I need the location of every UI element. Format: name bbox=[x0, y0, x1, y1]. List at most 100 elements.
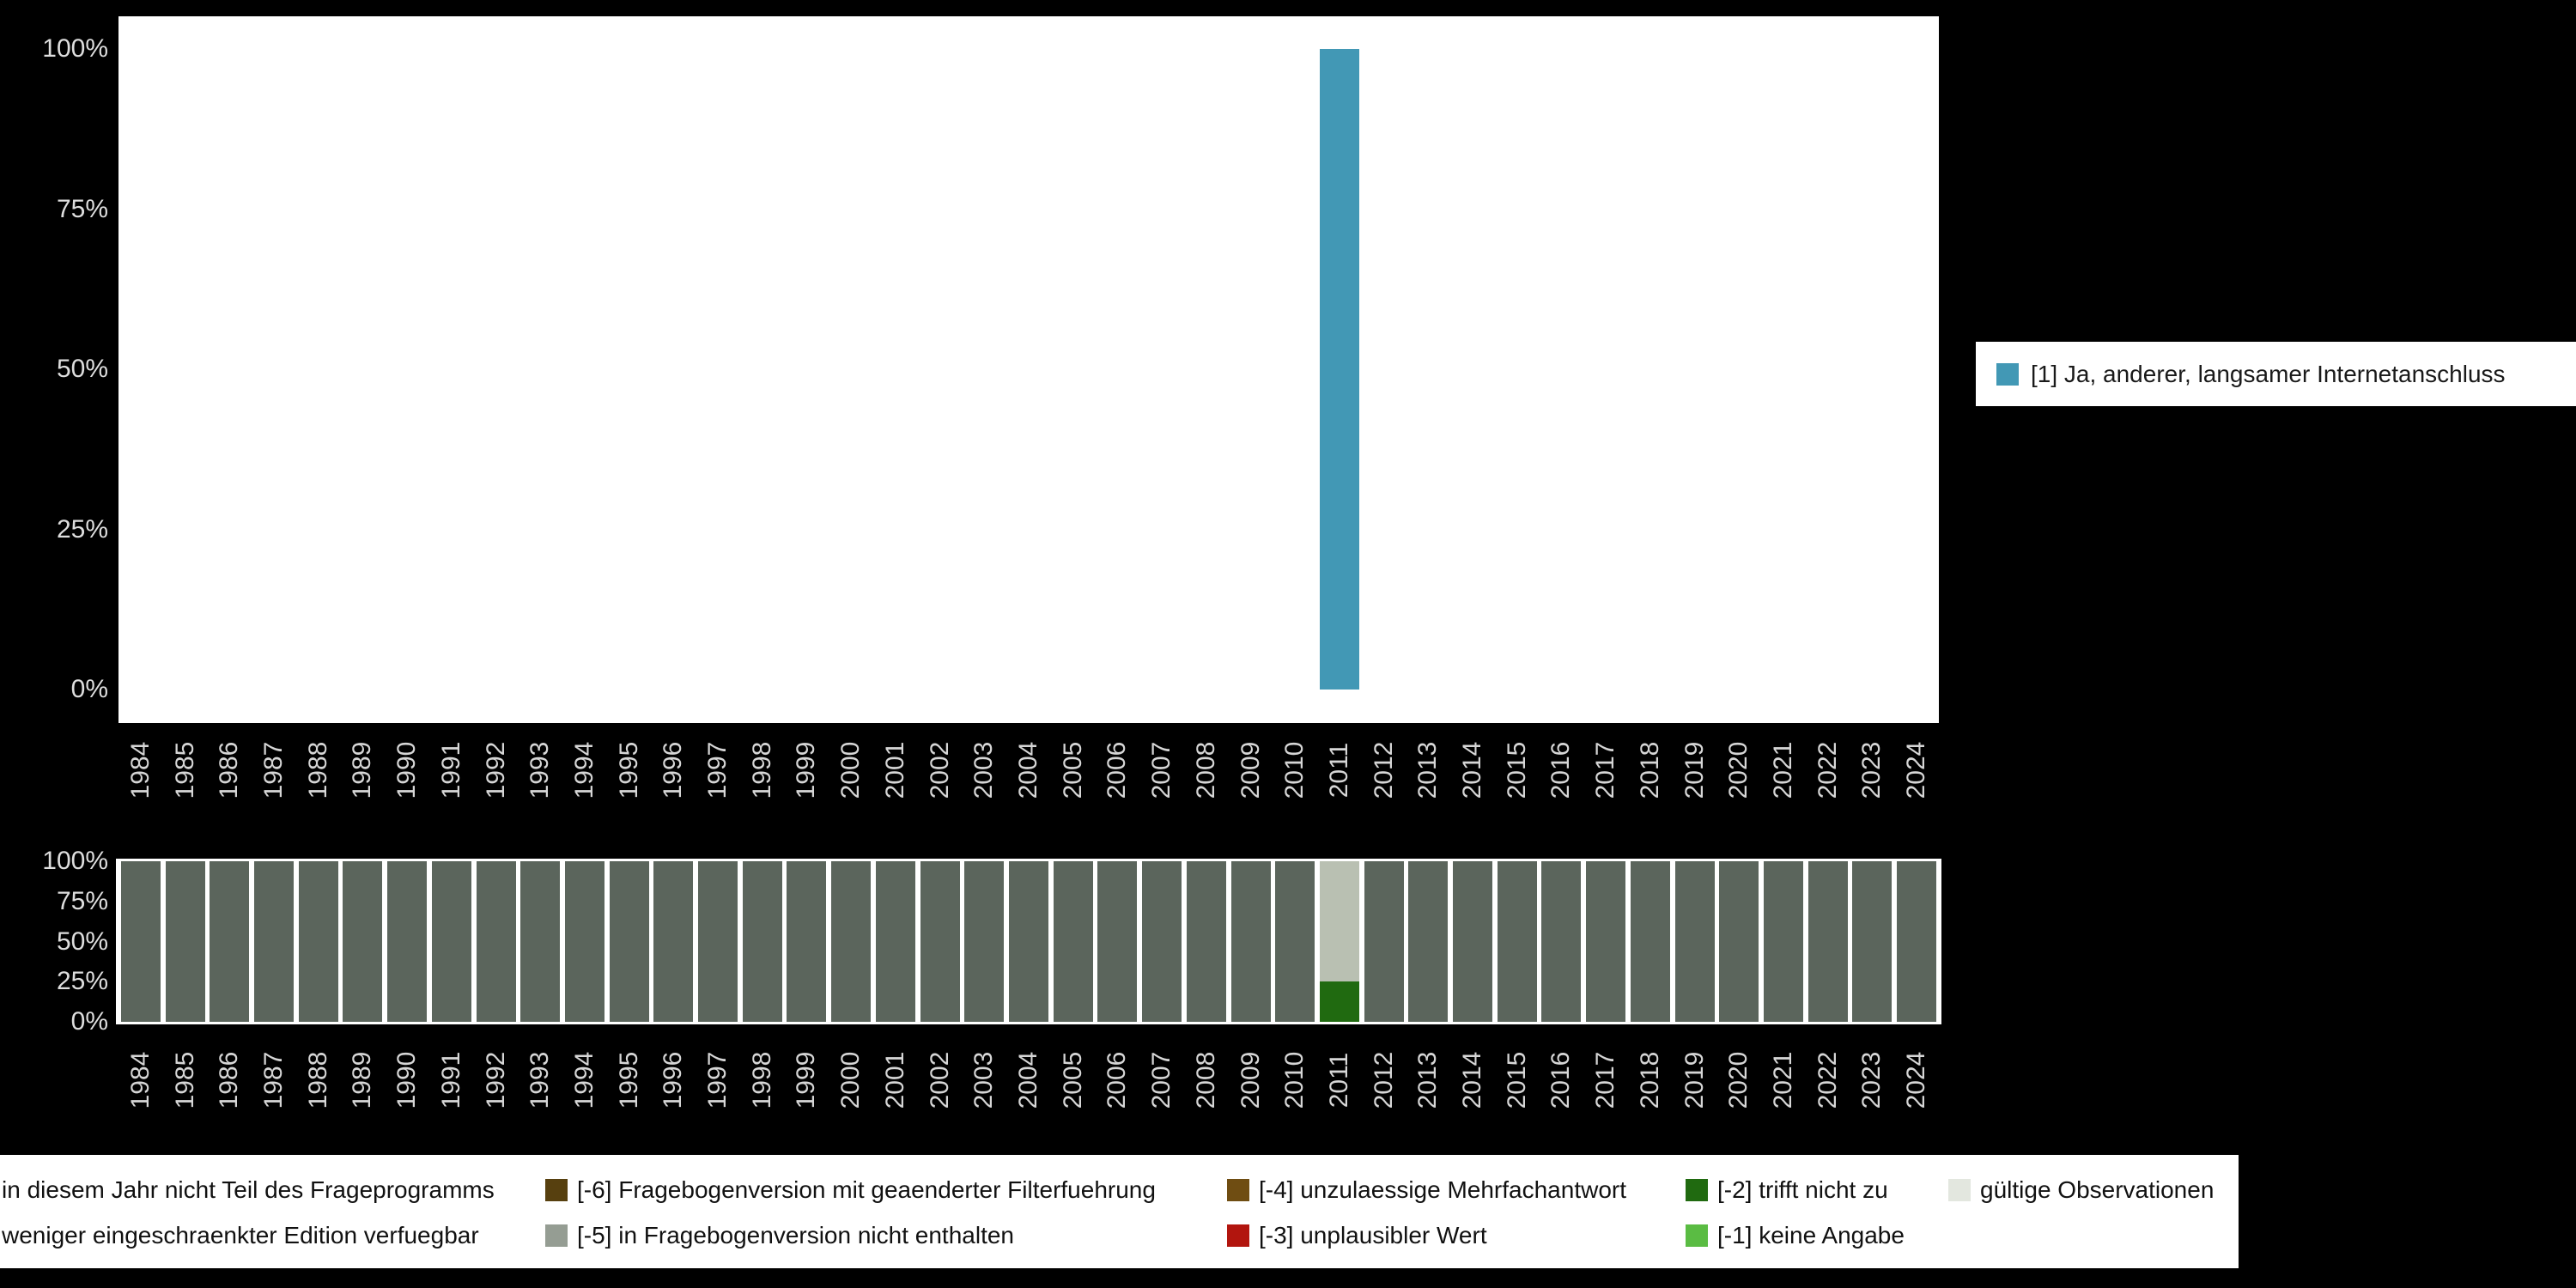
missings-x-tick-label: 2004 bbox=[1014, 1051, 1042, 1109]
missings-x-tick-label: 2000 bbox=[836, 1051, 866, 1109]
missings-x-tick-label: 2018 bbox=[1635, 1051, 1664, 1109]
missings-segment-1998 bbox=[742, 861, 782, 1022]
main-x-tick-label: 2012 bbox=[1369, 741, 1398, 799]
missings-x-tick-label: 1986 bbox=[215, 1051, 244, 1109]
main-x-tick-label: 1994 bbox=[569, 741, 598, 799]
missings-x-tick-label: 2002 bbox=[925, 1051, 954, 1109]
missings-x-tick-label: 1991 bbox=[436, 1051, 465, 1109]
missings-segment-1997 bbox=[698, 861, 738, 1022]
main-x-tick-label: 1998 bbox=[747, 741, 776, 799]
legend-swatch bbox=[545, 1179, 568, 1201]
missings-x-tick-label: 2014 bbox=[1458, 1051, 1487, 1109]
missings-segment-1993 bbox=[520, 861, 561, 1022]
missings-segment-2012 bbox=[1364, 861, 1404, 1022]
main-x-tick-label: 2007 bbox=[1147, 741, 1176, 799]
missings-x-tick-label: 1996 bbox=[659, 1051, 688, 1109]
missings-x-tick-label: 1990 bbox=[392, 1051, 422, 1109]
main-x-tick-label: 2024 bbox=[1902, 741, 1931, 799]
missings-x-tick-label: 1987 bbox=[258, 1051, 288, 1109]
main-x-tick-label: 2021 bbox=[1769, 741, 1798, 799]
legend-label: [-6] Fragebogenversion mit geaenderter F… bbox=[577, 1176, 1156, 1203]
main-x-tick-label: 2022 bbox=[1813, 741, 1842, 799]
main-legend-label: [1] Ja, anderer, langsamer Internetansch… bbox=[2031, 360, 2506, 387]
missings-segment-2008 bbox=[1186, 861, 1226, 1022]
missings-x-tick-label: 2017 bbox=[1591, 1051, 1620, 1109]
main-x-tick-label: 1997 bbox=[703, 741, 732, 799]
missings-segment-1985 bbox=[165, 861, 205, 1022]
missings-segment-2017 bbox=[1586, 861, 1626, 1022]
legend-label: [-3] unplausibler Wert bbox=[1259, 1222, 1487, 1249]
missings-x-tick-label: 1984 bbox=[125, 1051, 155, 1109]
main-x-tick-label: 2011 bbox=[1324, 742, 1353, 799]
main-x-tick-label: 2010 bbox=[1280, 741, 1309, 799]
missings-segment-2022 bbox=[1807, 861, 1848, 1022]
legend-swatch bbox=[1227, 1224, 1249, 1247]
main-x-tick-label: 2006 bbox=[1103, 741, 1132, 799]
missings-x-tick-label: 1992 bbox=[481, 1051, 510, 1109]
missings-segment-2018 bbox=[1630, 861, 1670, 1022]
legend-label: [-1] keine Angabe bbox=[1717, 1222, 1905, 1249]
legend-swatch bbox=[1227, 1179, 1249, 1201]
main-x-tick-label: 2000 bbox=[836, 741, 866, 799]
missings-x-tick-label: 2020 bbox=[1724, 1051, 1753, 1109]
main-x-tick-label: 1987 bbox=[258, 741, 288, 799]
missings-segment-2001 bbox=[875, 861, 915, 1022]
legend-swatch bbox=[1686, 1224, 1708, 1247]
missings-segment-1990 bbox=[387, 861, 428, 1022]
missings-segment-2005 bbox=[1053, 861, 1093, 1022]
missings-x-tick-label: 2008 bbox=[1191, 1051, 1220, 1109]
main-x-tick-label: 2009 bbox=[1236, 741, 1265, 799]
missings-x-tick-label: 2013 bbox=[1413, 1051, 1443, 1109]
missings-x-tick-label: 2003 bbox=[969, 1051, 999, 1109]
missings-segment-1984 bbox=[120, 861, 161, 1022]
missings-x-tick-label: 1993 bbox=[526, 1051, 555, 1109]
missings-segment-2024 bbox=[1897, 861, 1937, 1022]
missings-x-tick-label: 2015 bbox=[1502, 1051, 1531, 1109]
main-chart-legend: [1] Ja, anderer, langsamer Internetansch… bbox=[1976, 342, 2576, 406]
missings-x-tick-label: 2005 bbox=[1058, 1051, 1087, 1109]
missings-x-tick-label: 1999 bbox=[792, 1051, 821, 1109]
missings-x-tick-label: 1995 bbox=[614, 1051, 643, 1109]
main-x-tick-label: 2015 bbox=[1502, 741, 1531, 799]
main-x-tick-label: 2019 bbox=[1680, 741, 1709, 799]
missings-segment-2013 bbox=[1408, 861, 1449, 1022]
missings-segment-1987 bbox=[253, 861, 294, 1022]
missings-segment-2014 bbox=[1453, 861, 1493, 1022]
main-y-tick-label: 100% bbox=[42, 34, 108, 63]
main-y-tick-label: 75% bbox=[56, 194, 108, 223]
legend-label: [-4] unzulaessige Mehrfachantwort bbox=[1259, 1176, 1626, 1203]
missings-x-tick-label: 1998 bbox=[747, 1051, 776, 1109]
main-y-tick-label: 50% bbox=[56, 355, 108, 383]
missings-segment-1999 bbox=[787, 861, 827, 1022]
missings-segment-2015 bbox=[1497, 861, 1537, 1022]
main-x-tick-label: 2020 bbox=[1724, 741, 1753, 799]
legend-label: in diesem Jahr nicht Teil des Frageprogr… bbox=[2, 1176, 495, 1203]
main-chart-plot-area bbox=[118, 16, 1939, 723]
main-x-tick-label: 2016 bbox=[1546, 741, 1576, 799]
legend-swatch bbox=[1686, 1179, 1708, 1201]
main-x-tick-label: 2013 bbox=[1413, 741, 1443, 799]
missings-segment-2011 bbox=[1319, 981, 1359, 1022]
missings-segment-1991 bbox=[431, 861, 471, 1022]
main-x-tick-label: 1995 bbox=[614, 741, 643, 799]
missings-segment-2006 bbox=[1097, 861, 1138, 1022]
main-x-tick-label: 2018 bbox=[1635, 741, 1664, 799]
missings-x-tick-label: 2021 bbox=[1769, 1051, 1798, 1109]
main-x-tick-label: 1990 bbox=[392, 741, 422, 799]
legend-swatch-teal bbox=[1996, 362, 2019, 386]
missings-chart-plot-area bbox=[116, 859, 1941, 1024]
missings-x-tick-label: 2011 bbox=[1324, 1052, 1353, 1109]
main-x-tick-label: 1992 bbox=[481, 741, 510, 799]
missings-y-tick-label: 75% bbox=[56, 886, 108, 915]
missings-segment-2004 bbox=[1009, 861, 1048, 1022]
main-x-tick-label: 2004 bbox=[1014, 741, 1042, 799]
main-y-tick-label: 25% bbox=[56, 514, 108, 544]
missings-segment-2002 bbox=[920, 861, 960, 1022]
missings-y-tick-label: 50% bbox=[56, 927, 108, 956]
missings-x-tick-label: 2024 bbox=[1902, 1051, 1931, 1109]
missings-y-tick-label: 25% bbox=[56, 967, 108, 996]
main-x-tick-label: 1985 bbox=[170, 741, 199, 799]
main-x-tick-label: 1991 bbox=[436, 741, 465, 799]
missings-segment-1989 bbox=[343, 861, 383, 1022]
missings-x-tick-label: 2012 bbox=[1369, 1051, 1398, 1109]
